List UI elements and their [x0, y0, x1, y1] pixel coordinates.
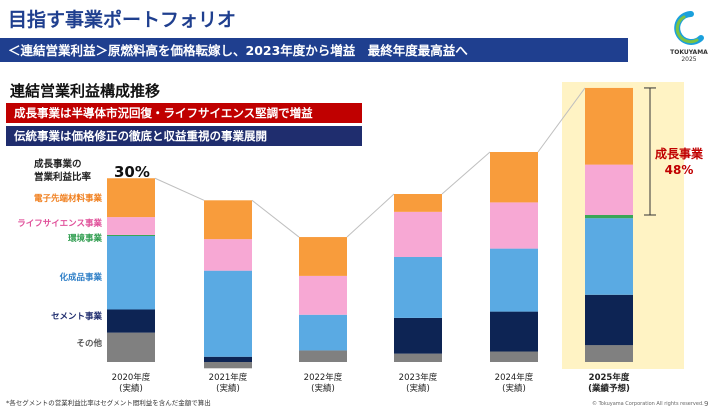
- segment-labels: その他 セメント事業 化成品事業 環境事業 ライフサイエンス事業 電子先端材料事業: [17, 193, 102, 349]
- connector-line-3: [346, 193, 395, 238]
- footnote: *各セグメントの営業利益比率はセグメント間利益を含んだ金額で算出: [6, 398, 211, 407]
- ratio-label: 成長事業の 営業利益比率: [34, 158, 92, 183]
- bar-segment-1-year-3: [299, 350, 347, 362]
- bar-stacks: [107, 87, 633, 369]
- bar-segment-2-year-4: [394, 317, 442, 354]
- bar-segment-5-year-3: [299, 275, 347, 315]
- page-title: 目指す事業ポートフォリオ: [8, 8, 236, 31]
- bar-segment-1-year-6: [585, 345, 633, 362]
- series-label-4: 環境事業: [68, 233, 103, 244]
- connector-line-5: [537, 87, 586, 153]
- bar-segment-4-year-6: [585, 215, 633, 219]
- x-tick-label-5: 2024年度(実績): [495, 372, 534, 394]
- traditional-banner-text: 伝統事業は価格修正の徹底と収益重視の事業展開: [14, 129, 267, 143]
- series-label-2: セメント事業: [51, 311, 102, 322]
- bar-segment-6-year-3: [299, 237, 347, 276]
- bar-segment-3-year-5: [490, 248, 538, 312]
- bar-segment-6-year-2: [204, 200, 252, 240]
- series-label-6: 電子先端材料事業: [34, 193, 103, 204]
- ratio-2025-label: 成長事業: [655, 146, 704, 161]
- bar-segment-5-year-5: [490, 202, 538, 249]
- bar-segment-5-year-2: [204, 239, 252, 271]
- bar-segment-5-year-6: [585, 164, 633, 215]
- bar-segment-3-year-4: [394, 257, 442, 318]
- bar-segment-3-year-1: [107, 236, 155, 310]
- bar-segment-2-year-6: [585, 294, 633, 346]
- connector-line-2: [251, 199, 300, 238]
- subtitle-text: ＜連結営業利益＞原燃料高を価格転嫁し、2023年度から増益 最終年度最高益へ: [8, 43, 468, 58]
- series-label-1: その他: [76, 338, 102, 349]
- growth-banner-text: 成長事業は半導体市況回復・ライフサイエンス堅調で増益: [14, 106, 313, 120]
- growth-ratio-annotation: 成長事業 48%: [644, 87, 704, 216]
- page-number: 9: [704, 400, 708, 408]
- bar-segment-6-year-4: [394, 194, 442, 212]
- bar-segment-5-year-4: [394, 211, 442, 257]
- bar-segment-1-year-5: [490, 351, 538, 362]
- connector-line-1: [154, 177, 205, 201]
- x-tick-label-3: 2022年度(実績): [304, 372, 343, 394]
- growth-banner: [6, 103, 362, 123]
- ratio-2025-value: 48%: [665, 163, 694, 177]
- copyright: © Tokuyama Corporation All rights reserv…: [592, 400, 704, 407]
- subtitle-bar: [0, 38, 628, 62]
- series-label-5: ライフサイエンス事業: [17, 218, 102, 229]
- bar-segment-6-year-1: [107, 178, 155, 218]
- ratio-2020-value: 30%: [114, 163, 150, 181]
- svg-text:TOKUYAMA: TOKUYAMA: [670, 49, 708, 56]
- section-title: 連結営業利益構成推移: [10, 82, 160, 100]
- bar-segment-1-year-4: [394, 353, 442, 362]
- tokuyama-logo: TOKUYAMA 2025: [670, 11, 708, 63]
- connector-lines: [154, 87, 586, 238]
- svg-text:2025: 2025: [681, 56, 696, 63]
- bar-segment-2-year-5: [490, 311, 538, 352]
- bar-segment-2-year-2: [204, 356, 252, 362]
- bar-segment-2-year-1: [107, 309, 155, 333]
- bar-segment-3-year-3: [299, 314, 347, 351]
- connector-line-4: [441, 151, 491, 195]
- x-tick-label-6: 2025年度(業績予想): [588, 372, 630, 394]
- bar-segment-5-year-1: [107, 217, 155, 235]
- bar-segment-1-year-2: [204, 362, 252, 369]
- bar-segment-6-year-5: [490, 152, 538, 203]
- bar-segment-3-year-6: [585, 218, 633, 295]
- x-axis-labels: 2020年度(実績) 2021年度(実績) 2022年度(実績) 2023年度(実績)…: [112, 372, 630, 394]
- series-label-3: 化成品事業: [59, 272, 102, 283]
- x-tick-label-1: 2020年度(実績): [112, 372, 151, 394]
- traditional-banner: [6, 126, 362, 146]
- x-tick-label-4: 2023年度(実績): [399, 372, 438, 394]
- bar-segment-6-year-6: [585, 87, 633, 165]
- bar-segment-1-year-1: [107, 332, 155, 362]
- bar-segment-4-year-1: [107, 234, 155, 236]
- bar-segment-3-year-2: [204, 270, 252, 357]
- x-tick-label-2: 2021年度(実績): [209, 372, 248, 394]
